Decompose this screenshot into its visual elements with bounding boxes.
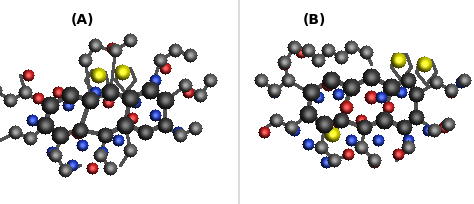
- Text: (B): (B): [303, 12, 326, 27]
- Text: (A): (A): [71, 12, 94, 27]
